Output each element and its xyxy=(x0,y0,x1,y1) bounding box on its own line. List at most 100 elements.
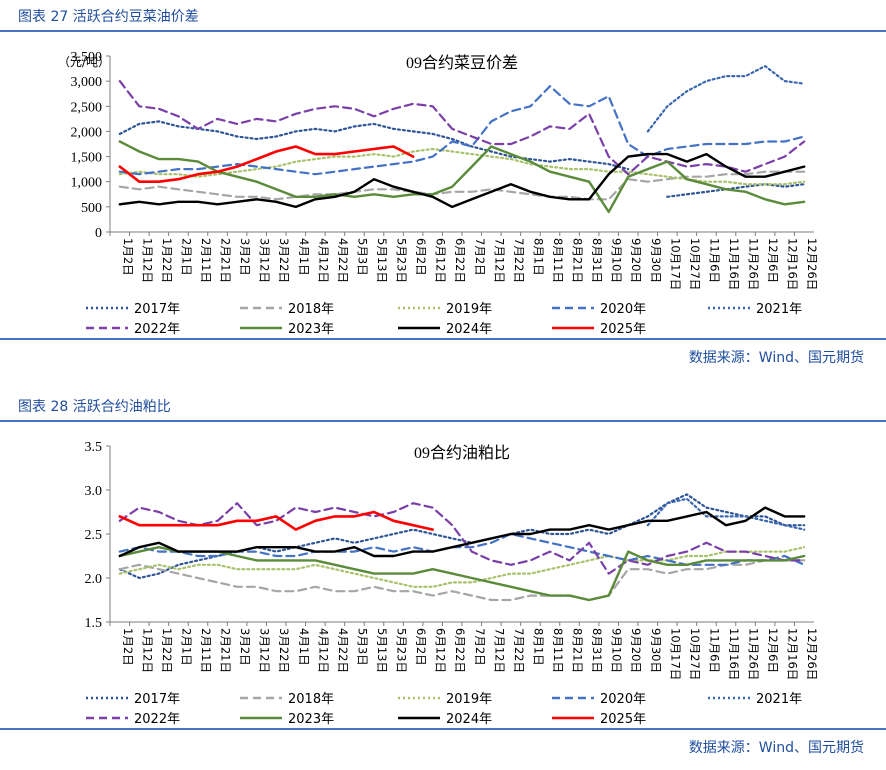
x-tick-label: 1月22日 xyxy=(160,628,174,673)
x-tick-label: 6月2日 xyxy=(414,628,428,666)
x-tick-label: 7月22日 xyxy=(512,238,526,283)
figure-27-footer: 数据来源：Wind、国元期货 xyxy=(0,338,886,370)
x-tick-label: 9月30日 xyxy=(649,238,663,283)
x-tick-label: 11月16日 xyxy=(727,238,741,290)
x-tick-label: 9月20日 xyxy=(629,238,643,283)
x-tick-label: 5月23日 xyxy=(395,238,409,283)
x-tick-label: 12月26日 xyxy=(805,238,819,290)
x-tick-label: 1月22日 xyxy=(160,238,174,283)
x-tick-label: 4月1日 xyxy=(297,238,311,276)
x-tick-label: 5月13日 xyxy=(375,238,389,283)
x-tick-label: 8月1日 xyxy=(531,238,545,276)
x-tick-label: 8月11日 xyxy=(551,628,565,673)
x-tick-label: 6月12日 xyxy=(434,238,448,283)
x-tick-label: 9月20日 xyxy=(629,628,643,673)
x-tick-label: 2月1日 xyxy=(179,238,193,276)
series-line-2020 xyxy=(118,85,806,176)
x-tick-label: 12月16日 xyxy=(786,628,800,680)
series-line-2025 xyxy=(118,510,434,531)
legend-label-2024: 2024年 xyxy=(446,712,492,727)
figure-28-caption: 图表 28 活跃合约油粕比 xyxy=(18,399,171,415)
figure-28-header: 图表 28 活跃合约油粕比 xyxy=(0,390,886,422)
x-tick-label: 1月2日 xyxy=(121,238,135,276)
x-tick-label: 7月12日 xyxy=(492,238,506,283)
x-tick-label: 4月12日 xyxy=(316,628,330,673)
x-tick-label: 5月13日 xyxy=(375,628,389,673)
x-tick-label: 8月21日 xyxy=(571,238,585,283)
figure-27-caption: 图表 27 活跃合约豆菜油价差 xyxy=(18,9,199,25)
y-tick-label: 1.5 xyxy=(85,616,103,631)
x-tick-label: 7月12日 xyxy=(492,628,506,673)
legend-label-2021: 2021年 xyxy=(756,692,802,707)
x-tick-label: 5月3日 xyxy=(355,628,369,666)
legend-label-2023: 2023年 xyxy=(288,712,334,727)
x-tick-label: 3月22日 xyxy=(277,628,291,673)
x-tick-label: 10月17日 xyxy=(668,628,682,680)
y-tick-label: 1,500 xyxy=(71,151,103,166)
series-line-2022 xyxy=(118,80,806,176)
x-tick-label: 10月27日 xyxy=(688,628,702,680)
y-tick-label: 3,500 xyxy=(71,50,103,65)
y-tick-label: 3.0 xyxy=(85,484,103,499)
series-line-2025 xyxy=(118,145,415,183)
x-tick-label: 11月6日 xyxy=(707,628,721,673)
x-tick-label: 3月12日 xyxy=(258,628,272,673)
y-axis-label: （元/吨） xyxy=(58,55,110,69)
x-tick-label: 9月30日 xyxy=(649,628,663,673)
x-tick-label: 12月6日 xyxy=(766,238,780,283)
series-line-2023 xyxy=(118,546,806,602)
series-line-2021 xyxy=(646,65,806,133)
series-line-2021 xyxy=(646,497,806,531)
legend-label-2025: 2025年 xyxy=(600,322,646,337)
x-tick-label: 11月16日 xyxy=(727,628,741,680)
y-tick-label: 3,000 xyxy=(71,75,103,90)
x-tick-label: 6月2日 xyxy=(414,238,428,276)
x-tick-label: 4月22日 xyxy=(336,628,350,673)
legend-label-2017: 2017年 xyxy=(134,302,180,317)
chart-oil-meal-ratio: 09合约油粕比 1.5 2.0 2.5 3.0 3.5 1月2日 1月12日 1月22日 2月1日… xyxy=(85,440,820,727)
legend-label-2017: 2017年 xyxy=(134,692,180,707)
series-line-2017 xyxy=(118,120,806,198)
x-tick-label: 2月1日 xyxy=(179,628,193,666)
x-tick-label: 7月2日 xyxy=(473,628,487,666)
x-tick-label: 1月2日 xyxy=(121,628,135,666)
x-tick-label: 2月21日 xyxy=(219,238,233,283)
x-tick-label: 8月21日 xyxy=(571,628,585,673)
x-tick-label: 4月1日 xyxy=(297,628,311,666)
chart-rapeseed-soy-spread: 09合约菜豆价差 （元/吨） 0 500 1,000 1,500 2,000 2,500 3,0… xyxy=(58,50,819,337)
x-tick-label: 4月22日 xyxy=(336,238,350,283)
x-tick-label: 6月12日 xyxy=(434,628,448,673)
x-tick-label: 1月12日 xyxy=(140,628,154,673)
x-tick-label: 2月21日 xyxy=(219,628,233,673)
figure-27-header: 图表 27 活跃合约豆菜油价差 xyxy=(0,0,886,32)
legend-label-2025: 2025年 xyxy=(600,712,646,727)
x-tick-label: 8月11日 xyxy=(551,238,565,283)
legend-label-2024: 2024年 xyxy=(446,322,492,337)
x-tick-label: 6月22日 xyxy=(453,628,467,673)
x-tick-label: 4月12日 xyxy=(316,238,330,283)
legend-label-2022: 2022年 xyxy=(134,322,180,337)
legend-label-2019: 2019年 xyxy=(446,302,492,317)
x-tick-label: 12月26日 xyxy=(805,628,819,680)
series-line-2018 xyxy=(118,559,806,602)
x-tick-label: 11月26日 xyxy=(747,628,761,680)
series-line-2019 xyxy=(118,546,806,588)
series-line-2024 xyxy=(118,152,806,209)
series-line-2024 xyxy=(118,506,806,558)
y-tick-label: 2,000 xyxy=(71,125,103,140)
legend-label-2022: 2022年 xyxy=(134,712,180,727)
x-tick-label: 12月6日 xyxy=(766,628,780,673)
x-tick-label: 5月3日 xyxy=(355,238,369,276)
legend-label-2019: 2019年 xyxy=(446,692,492,707)
x-tick-label: 3月2日 xyxy=(238,628,252,666)
x-tick-label: 2月11日 xyxy=(199,628,213,673)
x-tick-label: 10月17日 xyxy=(668,238,682,290)
x-tick-label: 2月11日 xyxy=(199,238,213,283)
legend-label-2020: 2020年 xyxy=(600,692,646,707)
x-tick-label: 7月22日 xyxy=(512,628,526,673)
x-tick-label: 8月31日 xyxy=(590,628,604,673)
legend-label-2023: 2023年 xyxy=(288,322,334,337)
x-tick-label: 11月26日 xyxy=(747,238,761,290)
legend-label-2020: 2020年 xyxy=(600,302,646,317)
y-tick-label: 1,000 xyxy=(71,176,103,191)
